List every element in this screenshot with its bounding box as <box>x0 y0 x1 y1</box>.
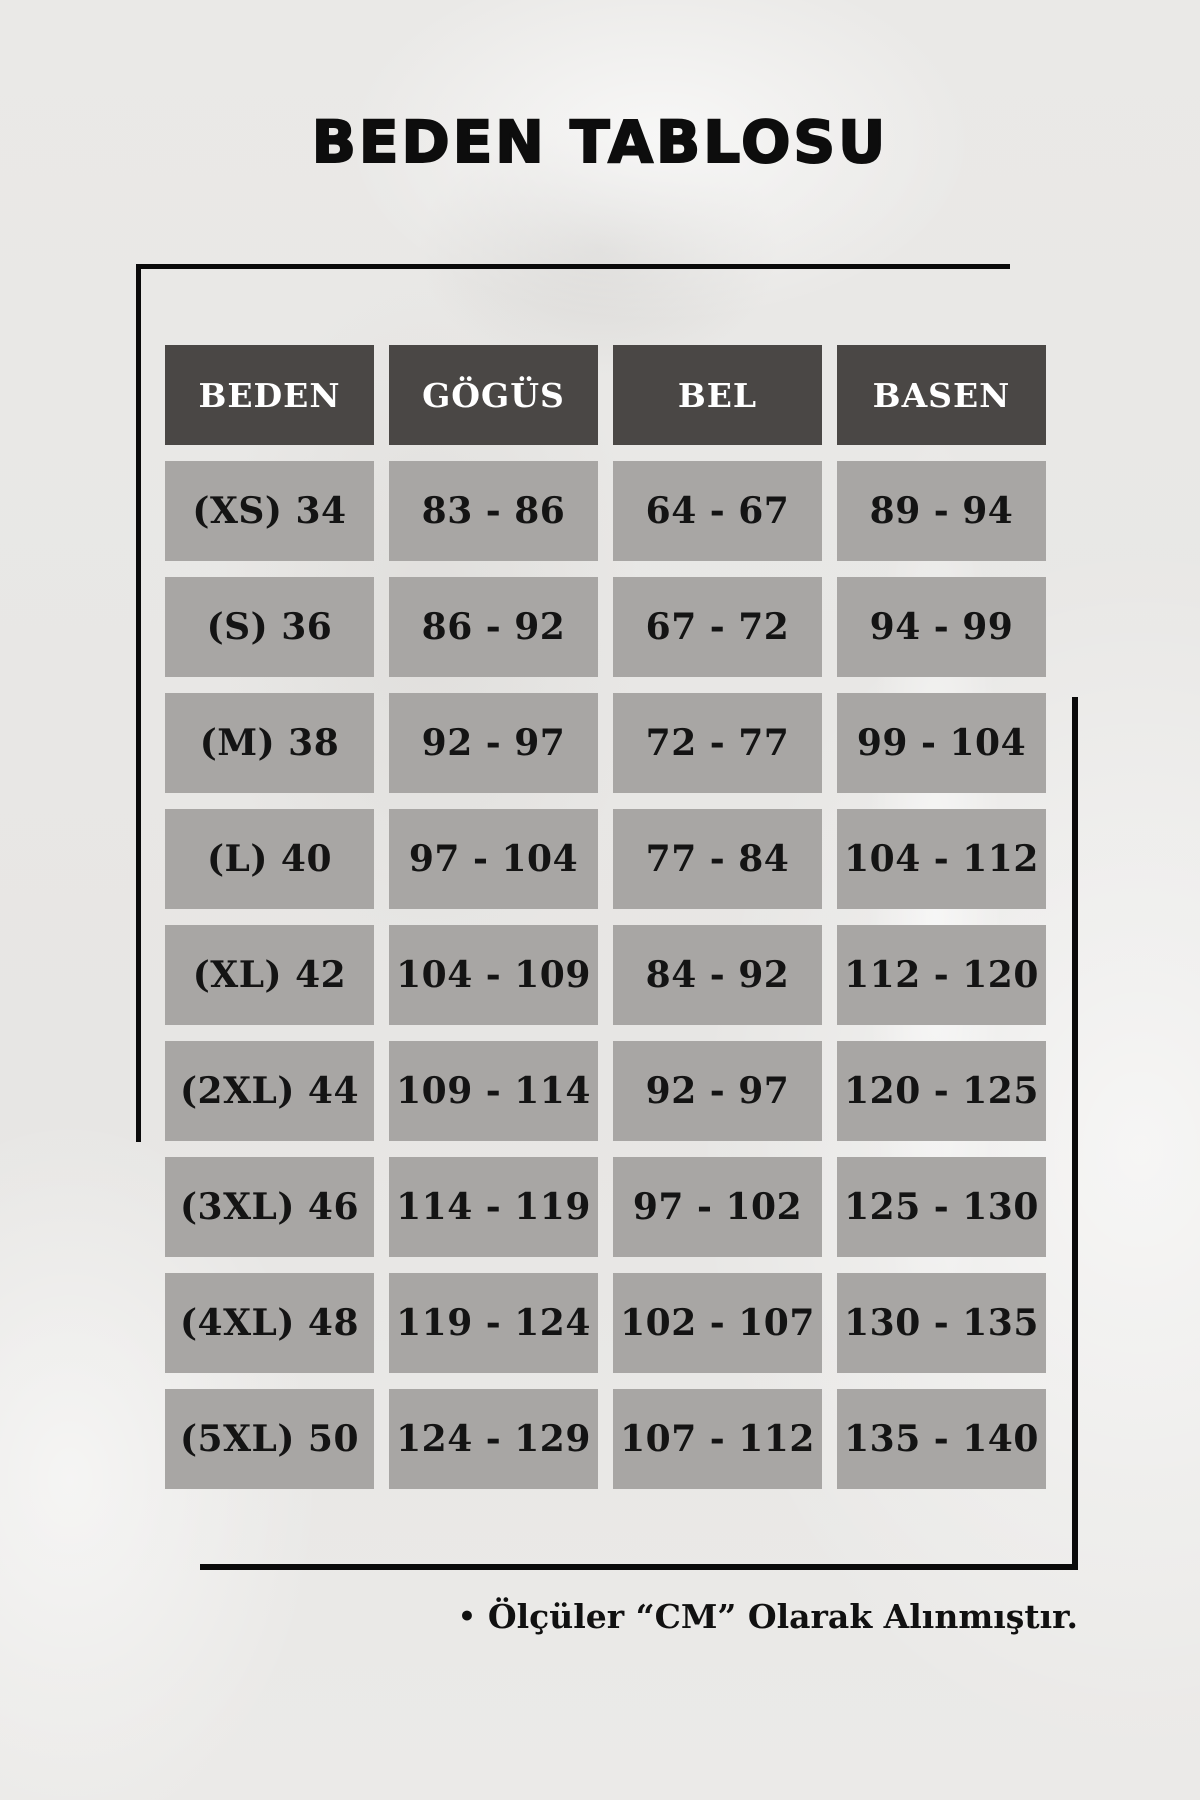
size-cell: (XS) 34 <box>165 461 374 561</box>
column-header: GÖGÜS <box>389 345 598 445</box>
frame-top-line <box>136 264 1010 269</box>
measure-cell: 102 - 107 <box>613 1273 822 1373</box>
size-cell: (3XL) 46 <box>165 1157 374 1257</box>
measurement-note-text: Ölçüler “CM” Olarak Alınmıştır. <box>487 1597 1078 1636</box>
measure-cell: 83 - 86 <box>389 461 598 561</box>
measure-cell: 120 - 125 <box>837 1041 1046 1141</box>
measure-cell: 130 - 135 <box>837 1273 1046 1373</box>
measure-cell: 84 - 92 <box>613 925 822 1025</box>
column-header: BEDEN <box>165 345 374 445</box>
measure-cell: 72 - 77 <box>613 693 822 793</box>
measure-cell: 97 - 104 <box>389 809 598 909</box>
size-cell: (M) 38 <box>165 693 374 793</box>
frame-bottom-line <box>200 1564 1078 1570</box>
measure-cell: 67 - 72 <box>613 577 822 677</box>
column-header: BEL <box>613 345 822 445</box>
size-table: BEDEN GÖGÜS BEL BASEN (XS) 34 83 - 86 64 - 67 8… <box>165 345 1046 1489</box>
measure-cell: 104 - 109 <box>389 925 598 1025</box>
measure-cell: 97 - 102 <box>613 1157 822 1257</box>
size-cell: (5XL) 50 <box>165 1389 374 1489</box>
bullet-icon: • <box>457 1600 476 1633</box>
size-cell: (S) 36 <box>165 577 374 677</box>
measure-cell: 112 - 120 <box>837 925 1046 1025</box>
measure-cell: 77 - 84 <box>613 809 822 909</box>
measure-cell: 92 - 97 <box>389 693 598 793</box>
frame-right-line <box>1072 697 1078 1570</box>
measure-cell: 86 - 92 <box>389 577 598 677</box>
measure-cell: 109 - 114 <box>389 1041 598 1141</box>
measure-cell: 107 - 112 <box>613 1389 822 1489</box>
size-cell: (4XL) 48 <box>165 1273 374 1373</box>
column-header: BASEN <box>837 345 1046 445</box>
measure-cell: 114 - 119 <box>389 1157 598 1257</box>
page-title: BEDEN TABLOSU <box>311 107 889 177</box>
measure-cell: 104 - 112 <box>837 809 1046 909</box>
measure-cell: 125 - 130 <box>837 1157 1046 1257</box>
measurement-note: • Ölçüler “CM” Olarak Alınmıştır. <box>458 1597 1078 1636</box>
measure-cell: 124 - 129 <box>389 1389 598 1489</box>
size-cell: (L) 40 <box>165 809 374 909</box>
size-cell: (XL) 42 <box>165 925 374 1025</box>
frame-left-line <box>136 264 141 1142</box>
size-cell: (2XL) 44 <box>165 1041 374 1141</box>
measure-cell: 94 - 99 <box>837 577 1046 677</box>
measure-cell: 64 - 67 <box>613 461 822 561</box>
measure-cell: 135 - 140 <box>837 1389 1046 1489</box>
measure-cell: 119 - 124 <box>389 1273 598 1373</box>
measure-cell: 92 - 97 <box>613 1041 822 1141</box>
measure-cell: 89 - 94 <box>837 461 1046 561</box>
measure-cell: 99 - 104 <box>837 693 1046 793</box>
